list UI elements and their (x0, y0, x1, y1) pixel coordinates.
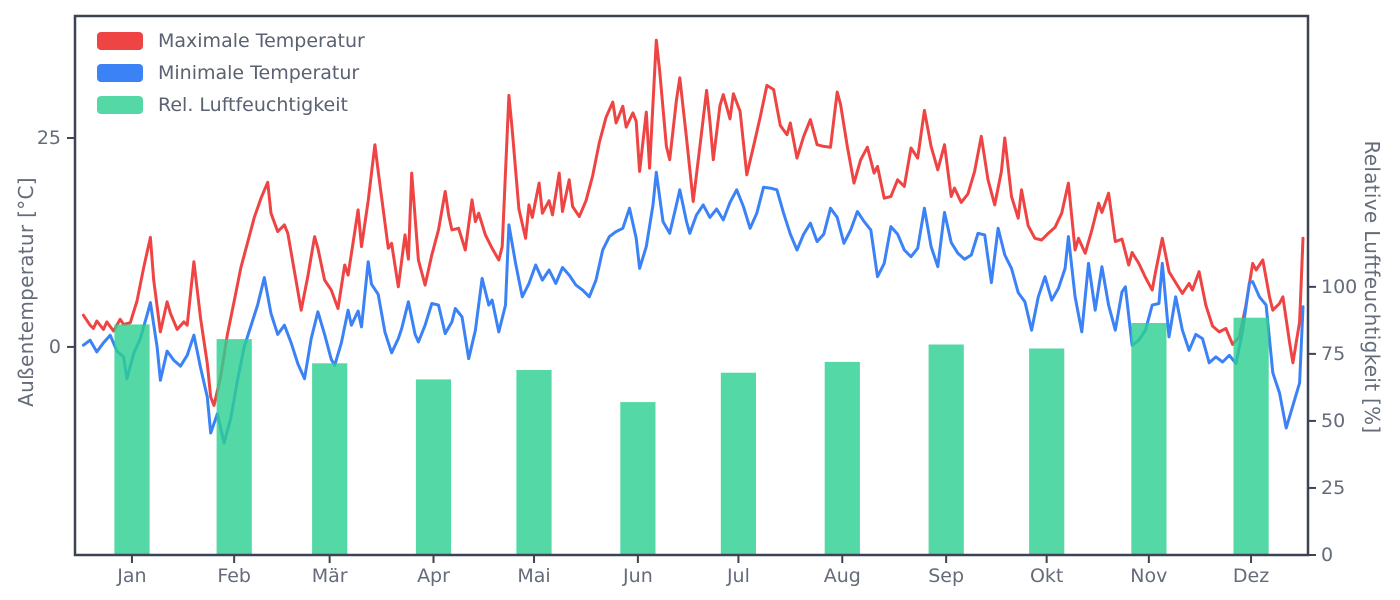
x-tick-label: Sep (928, 565, 964, 587)
legend-item-min-temp: Minimale Temperatur (97, 57, 365, 89)
x-tick-label: Feb (217, 565, 251, 587)
left-tick-label: 0 (49, 336, 61, 358)
max-temp-swatch (97, 32, 143, 50)
humidity-bar (216, 339, 252, 555)
right-tick-label: 100 (1321, 276, 1357, 298)
humidity-bar (720, 372, 756, 555)
left-axis-label: Außentemperatur [°C] (14, 177, 38, 407)
x-tick-label: Okt (1030, 565, 1063, 587)
humidity-bar (1131, 323, 1167, 555)
x-tick-label: Apr (417, 565, 450, 587)
humidity-bar (620, 402, 656, 555)
x-tick-label: Jul (726, 565, 750, 587)
right-tick-label: 0 (1321, 544, 1333, 566)
legend-label: Maximale Temperatur (158, 30, 365, 52)
right-tick-label: 50 (1321, 410, 1345, 432)
legend-label: Rel. Luftfeuchtigkeit (158, 94, 348, 116)
humidity-bar (516, 370, 552, 555)
x-tick-label: Dez (1233, 565, 1269, 587)
humidity-bar (928, 344, 964, 555)
x-tick-label: Mai (517, 565, 550, 587)
legend-item-max-temp: Maximale Temperatur (97, 25, 365, 57)
right-tick-label: 75 (1321, 343, 1345, 365)
legend-label: Minimale Temperatur (158, 62, 360, 84)
x-tick-label: Nov (1130, 565, 1167, 587)
left-tick-label: 25 (37, 127, 61, 149)
max-temp-line (81, 38, 1305, 407)
humidity-bar (415, 379, 452, 555)
humidity-bar (1233, 317, 1269, 555)
humidity-bar (312, 363, 348, 555)
legend-item-humidity: Rel. Luftfeuchtigkeit (97, 89, 365, 121)
humidity-bar (824, 361, 860, 555)
right-axis-label: Relative Luftfeuchtigkeit [%] (1360, 140, 1384, 434)
x-tick-label: Mär (312, 565, 348, 587)
plot-border (73, 14, 1310, 557)
x-tick-label: Jan (116, 565, 146, 587)
humidity-swatch (97, 96, 143, 114)
right-tick-label: 25 (1321, 477, 1345, 499)
legend: Maximale Temperatur Minimale Temperatur … (97, 25, 365, 121)
min-temp-line (81, 170, 1305, 445)
humidity-bar (1029, 348, 1065, 555)
x-tick-label: Aug (824, 565, 861, 587)
humidity-bar (114, 324, 150, 555)
min-temp-swatch (97, 64, 143, 82)
x-tick-label: Jun (622, 565, 653, 587)
